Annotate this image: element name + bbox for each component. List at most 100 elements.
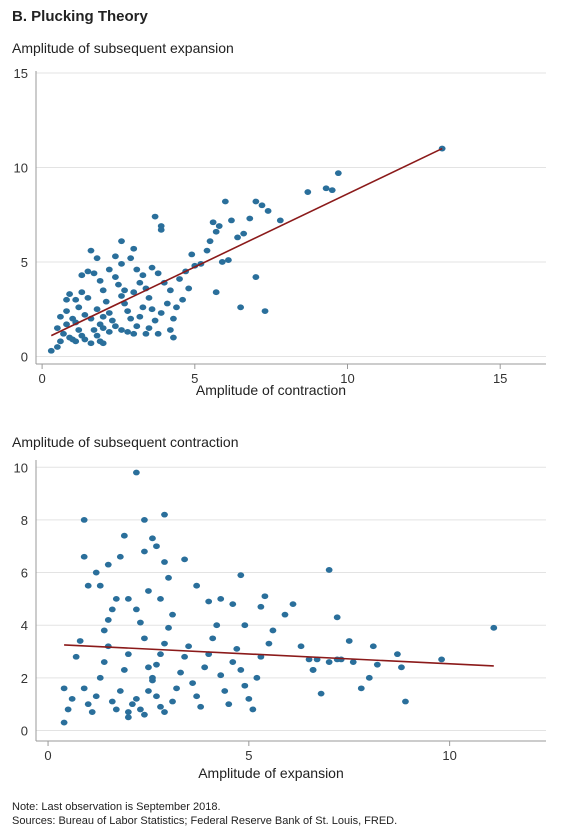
data-point (148, 264, 156, 271)
data-point (166, 287, 174, 294)
y-tick-label: 0 (21, 349, 28, 364)
data-point (224, 257, 232, 263)
data-point (141, 711, 148, 718)
data-point (75, 327, 83, 333)
sources-text: Sources: Bureau of Labor Statistics; Fed… (12, 815, 398, 827)
data-point (157, 226, 165, 233)
chart-2: 0 2 4 6 8 10 0 5 10 Amplitude of expansion (14, 460, 546, 781)
data-point (217, 595, 225, 602)
data-point (490, 624, 498, 631)
data-point (121, 287, 128, 294)
data-point (151, 317, 159, 324)
data-point (88, 709, 96, 715)
x-tick-label: 5 (191, 371, 198, 386)
data-point (345, 638, 353, 644)
data-point (112, 253, 119, 260)
data-point (57, 338, 64, 345)
data-point (240, 230, 248, 237)
data-point (269, 627, 277, 634)
data-point (87, 340, 95, 347)
data-point (128, 701, 136, 708)
data-point (115, 281, 122, 288)
data-point (169, 611, 176, 618)
data-point (84, 268, 92, 275)
data-point (234, 234, 241, 241)
data-point (120, 667, 128, 673)
data-point (78, 289, 86, 296)
data-point (142, 330, 150, 337)
data-point (75, 304, 83, 311)
data-point (104, 561, 112, 568)
y-tick-label: 6 (21, 566, 28, 581)
fit-line (64, 644, 494, 667)
data-point (170, 334, 177, 341)
data-point (309, 667, 317, 673)
x-tick-label: 5 (245, 748, 252, 763)
data-point (304, 189, 312, 195)
data-point (173, 304, 180, 311)
data-point (105, 266, 113, 273)
data-point (215, 223, 223, 229)
data-point (80, 685, 88, 692)
data-point (81, 311, 89, 318)
data-point (161, 640, 168, 647)
data-point (333, 614, 341, 621)
data-point (87, 247, 95, 254)
data-point (145, 664, 152, 671)
data-point (153, 693, 160, 700)
data-point (112, 323, 119, 330)
data-point (112, 706, 120, 713)
data-point (99, 340, 107, 347)
data-point (124, 595, 132, 602)
data-point (246, 215, 254, 222)
data-point (133, 323, 141, 330)
data-point (229, 659, 237, 665)
data-point (185, 285, 193, 292)
data-point (237, 572, 245, 579)
data-point (188, 251, 196, 258)
data-point (149, 674, 156, 681)
data-point (193, 693, 201, 700)
data-point (84, 701, 92, 708)
data-point (108, 698, 116, 705)
data-point (153, 543, 160, 550)
data-point (185, 643, 192, 650)
data-point (265, 640, 273, 647)
y-tick-label: 10 (14, 460, 28, 475)
data-point (212, 289, 220, 296)
data-point (53, 325, 61, 331)
data-point (197, 703, 205, 710)
data-point (166, 327, 174, 333)
data-point (261, 593, 269, 600)
data-point (221, 198, 229, 205)
data-point (141, 635, 148, 642)
data-point (181, 653, 188, 660)
data-point (205, 598, 213, 605)
data-point (149, 535, 156, 542)
data-point (322, 185, 330, 192)
data-point (157, 651, 164, 658)
data-point (157, 595, 164, 602)
data-point (84, 294, 92, 301)
data-point (118, 238, 125, 245)
data-point (92, 693, 100, 700)
data-point (124, 714, 132, 721)
data-point (181, 556, 188, 563)
data-point (212, 228, 220, 235)
data-point (325, 567, 333, 573)
data-point (261, 308, 269, 314)
fit-line (50, 147, 443, 337)
data-point (108, 606, 116, 613)
data-point (369, 643, 377, 650)
data-point (81, 336, 89, 343)
data-point (63, 321, 70, 328)
data-point (148, 306, 156, 313)
data-point (139, 272, 147, 279)
data-point (213, 622, 221, 629)
data-point (237, 304, 245, 311)
data-point (163, 300, 171, 307)
data-point (100, 659, 108, 665)
data-point (225, 701, 233, 708)
data-point (116, 553, 124, 560)
